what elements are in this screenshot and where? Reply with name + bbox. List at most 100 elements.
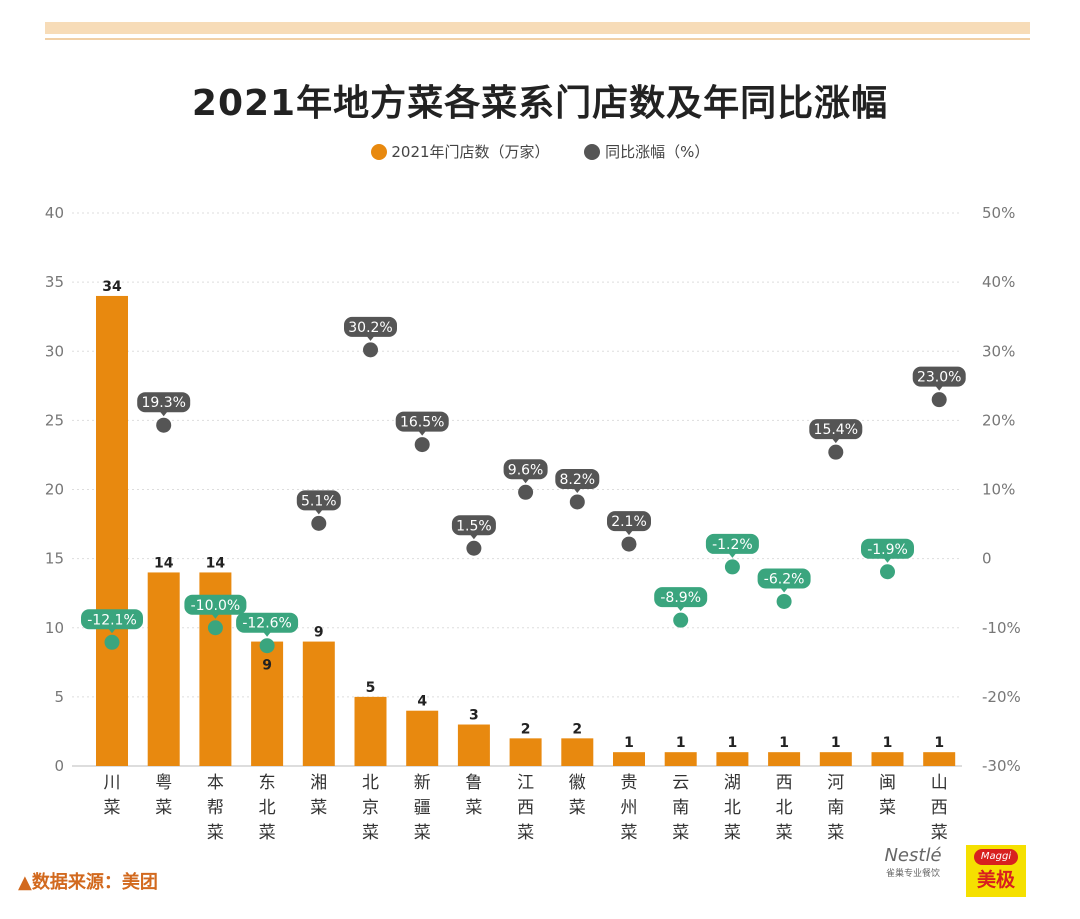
growth-dot	[259, 638, 275, 654]
growth-label-bg	[861, 538, 914, 559]
growth-dot	[518, 484, 534, 500]
bar	[923, 752, 956, 766]
x-tick-label: 北	[776, 798, 793, 818]
bar	[509, 738, 542, 766]
growth-label-bg	[451, 515, 496, 536]
y-right-tick: 20%	[982, 411, 1015, 429]
growth-label: 23.0%	[917, 370, 961, 386]
y-left-tick: 20	[45, 481, 64, 499]
growth-dot	[207, 620, 223, 636]
top-band	[45, 22, 1030, 34]
y-left-tick: 25	[45, 411, 64, 429]
growth-dot	[466, 540, 482, 556]
growth-label-pointer	[676, 606, 685, 612]
growth-label-pointer	[159, 411, 168, 417]
x-tick-label: 贵	[621, 773, 638, 793]
nestle-logo: Nestlé 雀巢专业餐饮	[884, 845, 942, 879]
x-tick-label: 东	[259, 773, 276, 793]
bar-value-label: 9	[262, 658, 272, 674]
x-tick-label: 河	[827, 773, 844, 793]
growth-label-pointer	[366, 335, 375, 341]
growth-label-pointer	[521, 478, 530, 484]
growth-dot	[104, 634, 120, 650]
x-tick-label: 菜	[465, 798, 482, 818]
x-tick-label: 京	[362, 798, 379, 818]
x-tick-label: 新	[414, 773, 431, 793]
bar-value-label: 14	[206, 555, 226, 571]
growth-label-bg	[809, 419, 863, 440]
bar	[457, 724, 490, 766]
y-left-tick: 0	[54, 757, 64, 775]
y-right-tick: -30%	[982, 757, 1021, 775]
growth-dot	[363, 342, 378, 358]
growth-label: -12.6%	[242, 616, 292, 632]
bar	[613, 752, 645, 766]
growth-label: 16.5%	[400, 415, 444, 431]
growth-label-bg	[912, 366, 966, 387]
growth-label-pointer	[108, 628, 116, 634]
growth-label: -6.2%	[764, 571, 805, 587]
x-tick-label: 湘	[310, 773, 327, 793]
growth-label-bg	[236, 612, 299, 633]
x-tick-label: 川	[104, 773, 121, 793]
legend-bar-marker	[370, 144, 387, 160]
growth-label-pointer	[883, 557, 892, 563]
y-right-tick: 30%	[982, 342, 1015, 360]
growth-label-pointer	[625, 530, 633, 536]
x-tick-label: 北	[259, 798, 276, 818]
y-right-tick: 0	[982, 550, 992, 568]
x-tick-label: 本	[207, 773, 224, 793]
growth-dot	[776, 593, 792, 609]
bar-value-label: 1	[624, 735, 634, 751]
x-tick-label: 菜	[724, 823, 741, 843]
growth-label: -8.9%	[660, 590, 701, 606]
growth-label-bg	[344, 316, 397, 337]
legend-bar-label: 2021年门店数（万家）	[391, 143, 550, 161]
growth-label-pointer	[418, 430, 427, 436]
growth-label-pointer	[935, 385, 944, 391]
bar-value-label: 5	[366, 680, 376, 696]
growth-label-bg	[654, 587, 708, 608]
growth-label-pointer	[469, 534, 478, 540]
growth-label: 5.1%	[301, 493, 337, 509]
x-tick-label: 菜	[621, 823, 638, 843]
x-tick-label: 江	[517, 773, 534, 793]
growth-label-bg	[184, 594, 247, 615]
growth-dot	[621, 536, 637, 552]
x-tick-label: 西	[517, 798, 534, 818]
growth-dot	[724, 559, 740, 575]
top-line	[45, 38, 1030, 40]
x-tick-label: 云	[672, 773, 689, 793]
bar	[406, 710, 439, 766]
x-tick-label: 菜	[414, 823, 431, 843]
x-tick-label: 菜	[827, 823, 844, 843]
x-tick-label: 菜	[104, 798, 121, 818]
x-tick-label: 徽	[569, 773, 586, 793]
bar	[716, 752, 749, 766]
x-tick-label: 菜	[776, 823, 793, 843]
bar-value-label: 34	[102, 279, 122, 295]
y-left-tick: 40	[45, 204, 64, 222]
growth-label: 2.1%	[611, 514, 647, 530]
bar-value-label: 9	[314, 625, 324, 641]
growth-label-pointer	[728, 552, 737, 558]
growth-dot	[156, 417, 172, 433]
bar-value-label: 2	[572, 721, 582, 737]
growth-label: 1.5%	[456, 518, 492, 534]
x-tick-label: 菜	[207, 823, 224, 843]
growth-label: -1.2%	[712, 537, 753, 553]
x-tick-label: 菜	[259, 823, 276, 843]
bar-value-label: 1	[883, 735, 893, 751]
x-tick-label: 鲁	[465, 773, 482, 793]
x-tick-label: 南	[672, 798, 689, 818]
bar	[302, 641, 335, 766]
growth-dot	[880, 564, 895, 580]
growth-label: -10.0%	[191, 598, 241, 614]
bar	[251, 641, 284, 766]
bar-value-label: 1	[831, 735, 841, 751]
legend-dot-label: 同比涨幅（%）	[605, 143, 710, 161]
bar-value-label: 1	[728, 735, 738, 751]
growth-dot	[828, 444, 844, 460]
x-tick-label: 菜	[310, 798, 327, 818]
x-tick-label: 菜	[931, 823, 948, 843]
